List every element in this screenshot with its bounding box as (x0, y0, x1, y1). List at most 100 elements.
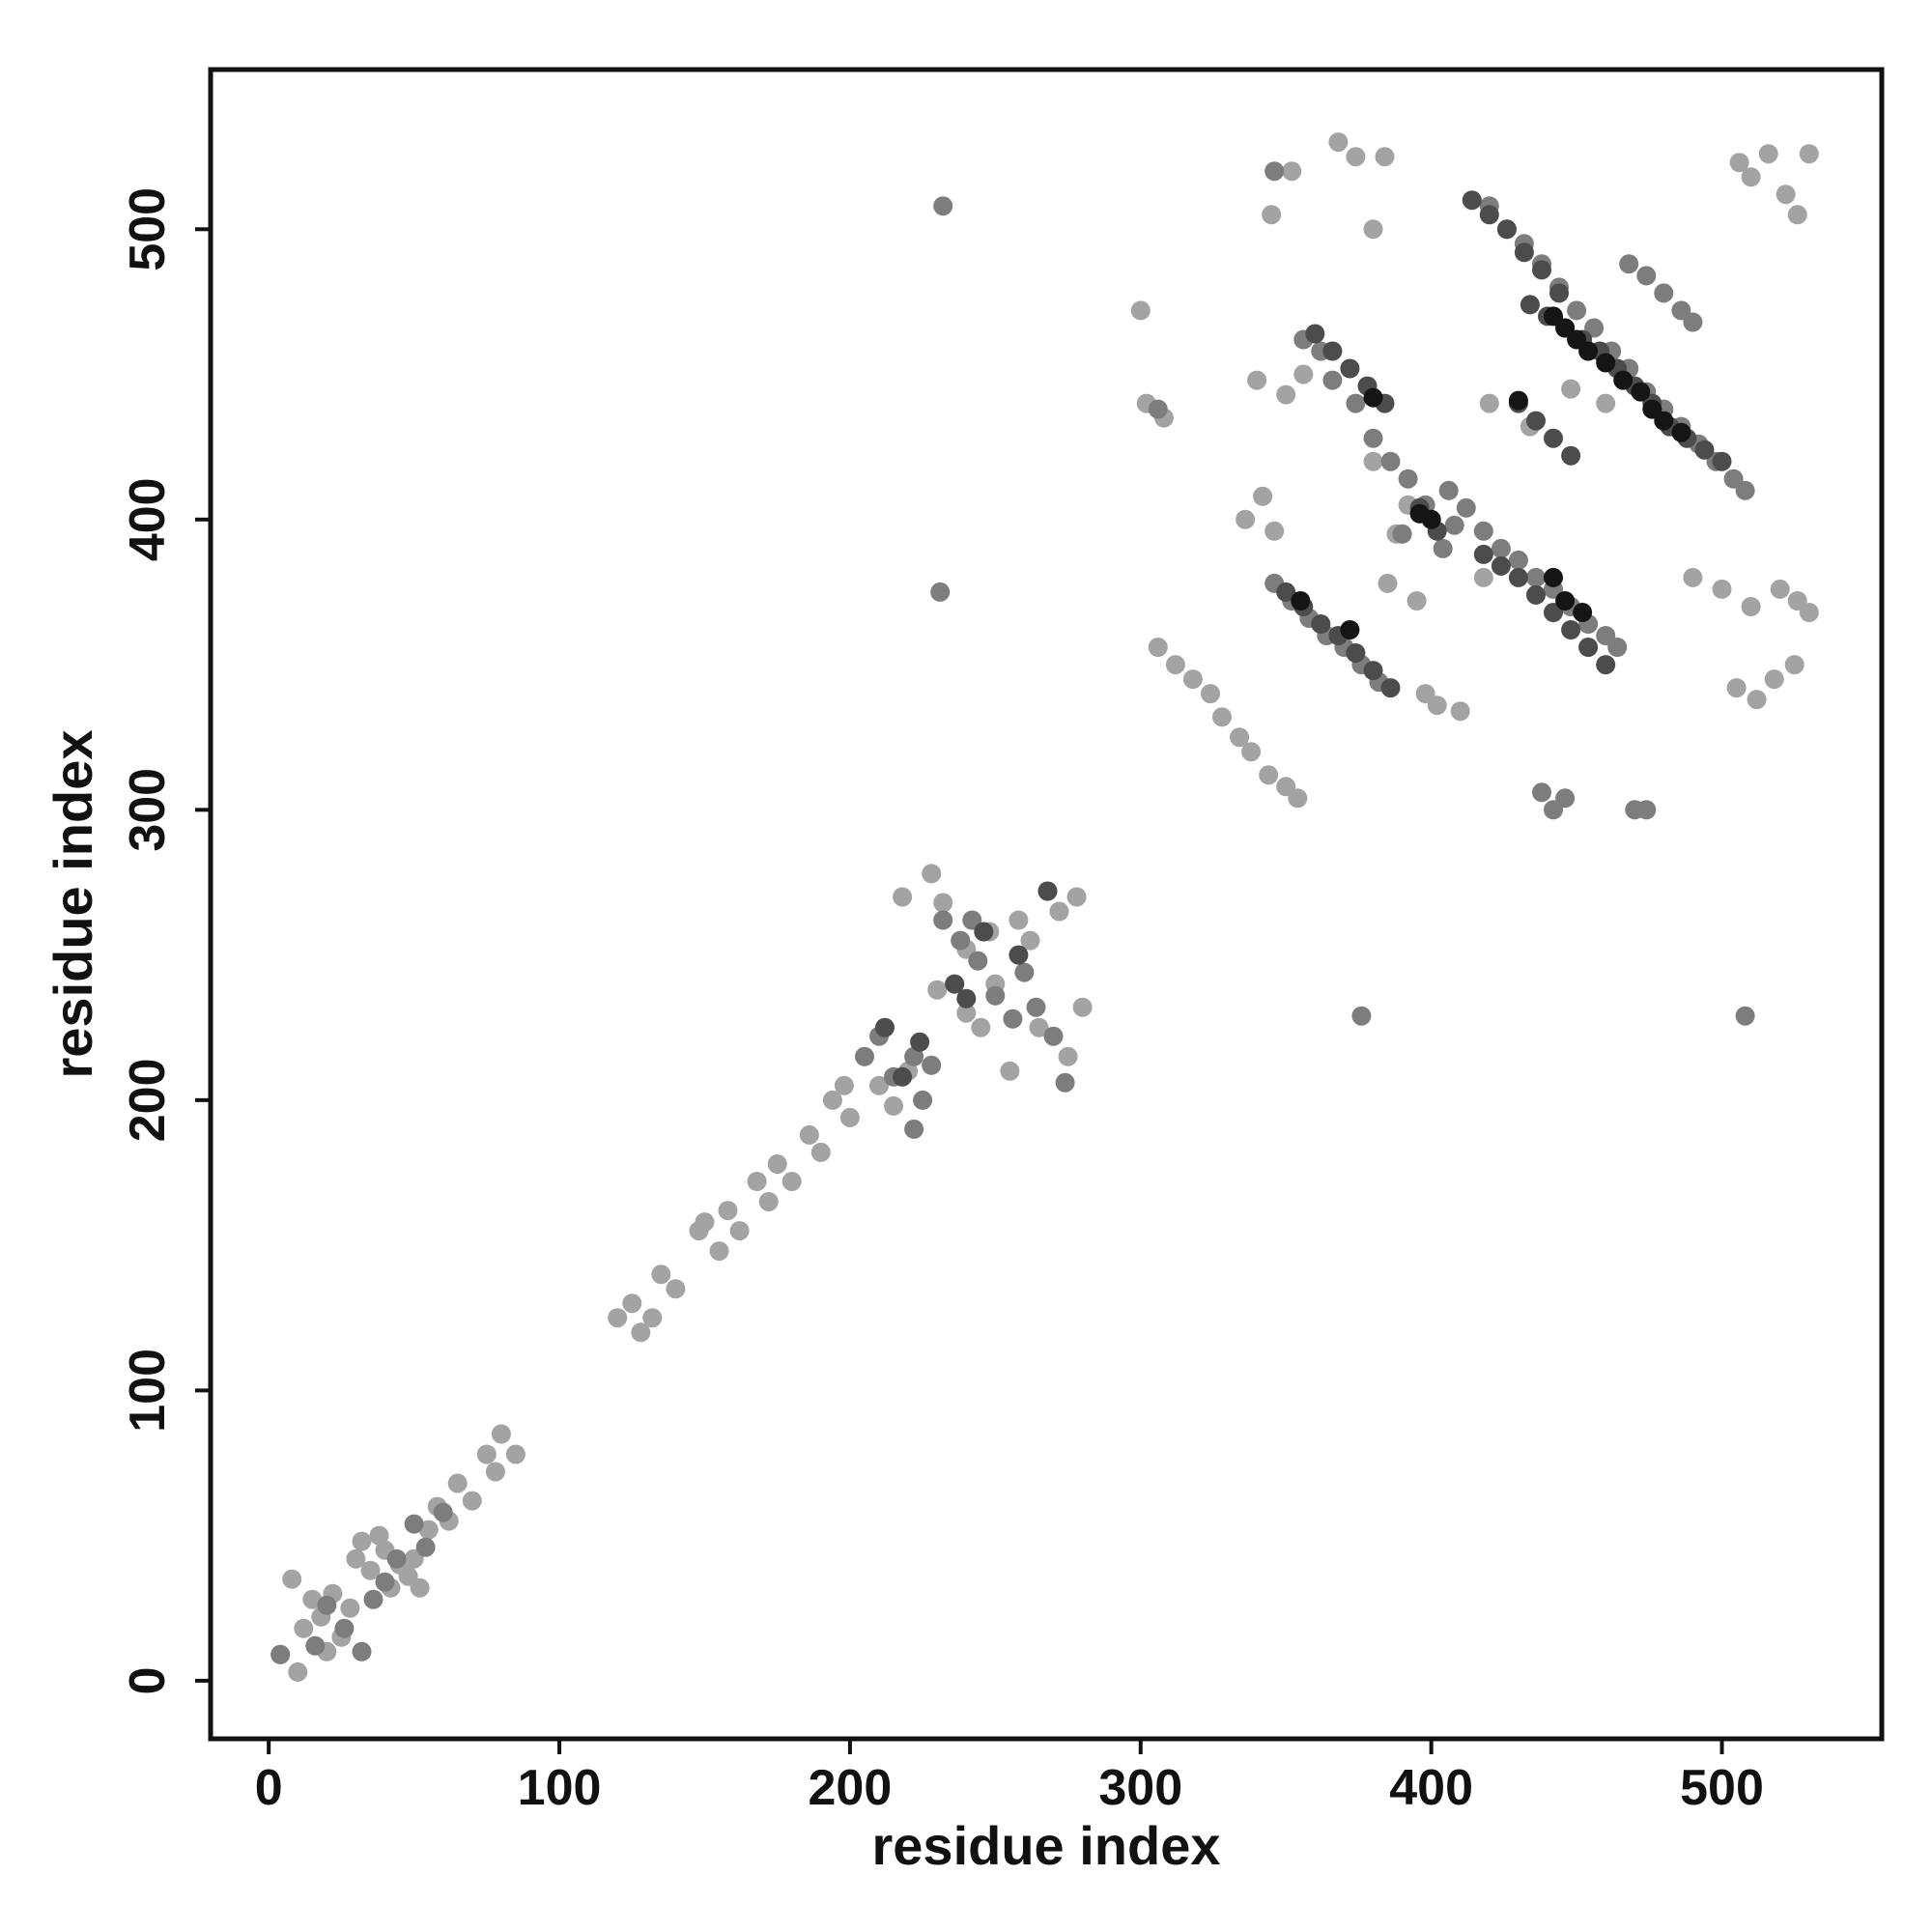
contact-point (334, 1618, 355, 1638)
contact-point (1378, 573, 1398, 593)
contact-point (1340, 358, 1360, 379)
contact-point (1346, 147, 1366, 167)
y-tick-label: 0 (120, 1666, 176, 1694)
contact-point (1491, 538, 1511, 558)
contact-point (822, 1090, 842, 1110)
contact-point (956, 1003, 977, 1023)
contact-point (1049, 901, 1069, 922)
plot-frame (208, 67, 1885, 1742)
contact-point (1596, 393, 1616, 413)
contact-point (875, 1017, 895, 1037)
contact-point (1758, 144, 1778, 164)
contact-point (1473, 521, 1493, 541)
contact-point (930, 582, 951, 602)
contact-point (375, 1572, 395, 1592)
points-layer (270, 132, 1819, 1682)
contact-point (747, 1172, 767, 1191)
contact-point (447, 1473, 468, 1493)
contact-point (1328, 132, 1349, 153)
contact-point (1764, 669, 1784, 690)
contact-point (1259, 765, 1279, 785)
contact-point (933, 893, 953, 913)
contact-point (1787, 205, 1807, 225)
contact-point (1363, 219, 1383, 240)
contact-point (631, 1322, 651, 1343)
contact-point (767, 1154, 787, 1174)
contact-point (1130, 300, 1151, 321)
contact-point (1747, 690, 1767, 710)
contact-point (1363, 451, 1383, 471)
contact-point (1380, 451, 1401, 471)
contact-point (1427, 696, 1447, 716)
contact-point (1555, 591, 1576, 611)
contact-point (1253, 486, 1273, 506)
contact-point (1014, 962, 1035, 982)
contact-point (1735, 480, 1755, 500)
contact-point (1694, 440, 1715, 460)
contact-point (839, 1107, 860, 1127)
contact-point (1596, 655, 1616, 675)
contact-point (1009, 945, 1029, 965)
contact-point (294, 1618, 314, 1638)
contact-point (904, 1119, 924, 1139)
contact-point (1182, 669, 1203, 690)
x-tick-label: 200 (809, 1760, 893, 1816)
contact-point (302, 1589, 323, 1609)
contact-point (1799, 603, 1819, 622)
contact-point (1340, 620, 1360, 639)
contact-point (1201, 684, 1220, 704)
contact-point (922, 1055, 942, 1075)
contact-point (1433, 538, 1453, 558)
contact-point (352, 1531, 372, 1551)
contact-point (1000, 1061, 1020, 1081)
contact-point (1165, 655, 1185, 675)
contact-point (1264, 521, 1285, 541)
contact-point (956, 988, 977, 1009)
contact-point (1288, 788, 1308, 809)
contact-point (346, 1548, 366, 1569)
contact-point (1473, 544, 1493, 564)
contact-point (1514, 242, 1534, 263)
contact-point (718, 1201, 738, 1221)
contact-point (869, 1075, 889, 1095)
contact-point (1026, 997, 1046, 1017)
contact-point (1508, 567, 1528, 587)
contact-point (352, 1641, 372, 1662)
contact-point (1491, 555, 1511, 576)
contact-point (369, 1525, 389, 1546)
contact-point (1450, 701, 1470, 722)
contact-point (1508, 390, 1528, 411)
x-tick-label: 500 (1680, 1760, 1764, 1816)
contact-point (974, 922, 994, 942)
contact-point (1247, 370, 1267, 390)
contact-point (340, 1598, 360, 1618)
contact-point (1654, 411, 1674, 431)
contact-point (1479, 393, 1499, 413)
contact-point (1561, 620, 1581, 639)
contact-point (1496, 219, 1517, 240)
contact-point (1264, 161, 1285, 182)
contact-point (1712, 451, 1732, 471)
contact-point (1380, 678, 1401, 698)
contact-point (1567, 300, 1587, 321)
contact-point (695, 1212, 715, 1233)
contact-point (1363, 661, 1383, 681)
contact-point (476, 1444, 497, 1464)
y-tick-label: 500 (120, 187, 176, 271)
contact-point (642, 1308, 663, 1328)
contact-point (781, 1172, 802, 1191)
contact-point (971, 1017, 991, 1037)
contact-point (1029, 1017, 1049, 1037)
contact-point (1619, 254, 1639, 274)
contact-point (282, 1569, 302, 1589)
contact-point (1544, 428, 1563, 448)
contact-point (951, 930, 971, 951)
contact-point (1596, 353, 1616, 373)
contact-point (1578, 638, 1599, 657)
contact-point (1003, 1009, 1023, 1029)
contact-point (933, 910, 953, 930)
contact-point (1058, 1046, 1078, 1066)
contact-point (1276, 384, 1296, 405)
contact-point (1479, 205, 1499, 225)
contact-point (729, 1221, 750, 1241)
